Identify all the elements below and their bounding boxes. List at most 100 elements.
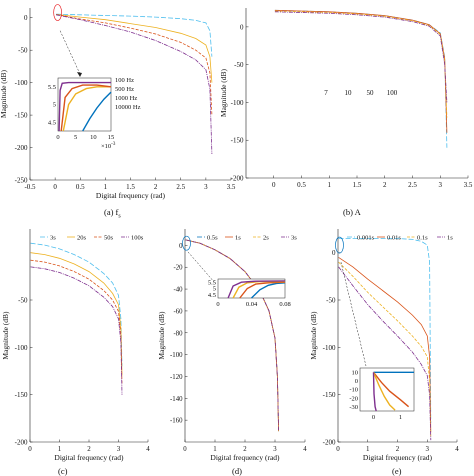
y-tick-label: -200 <box>15 439 28 447</box>
y-tick-label: -60 <box>173 308 183 315</box>
caption-b: (b) A <box>343 207 361 217</box>
x-tick-label: 2.5 <box>408 181 417 189</box>
x-tick-label: 1.5 <box>353 181 362 189</box>
y-tick-label: -150 <box>15 391 28 399</box>
y-tick-label: -160 <box>170 418 183 425</box>
x-tick-label: 2 <box>87 445 91 453</box>
x-tick-label: 0 <box>53 183 57 191</box>
y-tick-label: 0 <box>24 14 28 22</box>
x-tick-label: 0 <box>336 445 340 453</box>
y-tick-label: -140 <box>170 396 183 403</box>
x-tick-label: 3 <box>426 445 430 453</box>
series-line-100 <box>274 11 448 103</box>
x-tick-label: 2 <box>154 183 158 191</box>
y-tick-label: -100 <box>170 352 183 359</box>
x-tick-label: 0.5 <box>297 181 306 189</box>
series-line-0001s <box>338 238 432 424</box>
inset-series-1000Hz <box>60 84 112 132</box>
x-tick-label: -0.5 <box>24 183 36 191</box>
y-tick-label: -200 <box>231 175 244 183</box>
inset-y-tick-label: -20 <box>349 395 358 402</box>
inset-series-1s <box>239 281 286 299</box>
inset-y-tick-label: 5.5 <box>48 84 56 91</box>
inset-series-1s <box>372 372 377 412</box>
series-line-05s <box>185 239 279 432</box>
legend-label-b-2: 50 <box>367 89 375 97</box>
series-line-100Hz <box>56 13 213 57</box>
legend-label-d-1: 1s <box>235 235 241 242</box>
series-line-10000Hz <box>56 14 213 155</box>
x-tick-label: 1 <box>328 181 332 189</box>
series-line-50s <box>30 259 123 386</box>
y-tick-label: -40 <box>173 287 183 294</box>
series-line-20s <box>30 252 123 376</box>
inset-d: 0 0.04 0.08 4.555.5 <box>208 278 291 308</box>
series-line-500Hz <box>56 14 213 83</box>
y-tick-label: -20 <box>173 265 183 272</box>
inset-y-tick-label: 10 <box>352 370 359 377</box>
chart-b: 0 0.5 1 1.5 2 2.5 3 3.5 0 -50 -100 -150 -200 Magnitud… <box>219 8 473 189</box>
series-line-10 <box>274 9 448 133</box>
y-tick-label: 0 <box>179 243 183 250</box>
inset-x-tick-label: 0 <box>372 414 375 421</box>
y-tick-label: -100 <box>15 79 28 87</box>
y-axis-label: Magnitude (dB) <box>309 311 318 360</box>
legend-label-d-0: 0.5s <box>207 235 218 242</box>
inset-series-100Hz <box>82 91 112 132</box>
y-tick-label: -50 <box>18 47 28 55</box>
caption-d: (d) <box>232 466 242 476</box>
legend-label-c-1: 20s <box>77 235 87 242</box>
legend-label-b-3: 100 <box>387 89 398 97</box>
series-line-1s <box>338 266 432 441</box>
inset-x-tick-label: 10 <box>90 134 97 141</box>
series-line-3s <box>185 239 279 432</box>
y-tick-label: -80 <box>173 330 183 337</box>
y-axis-label: Magnitude (dB) <box>1 311 10 360</box>
inset-y-tick-label: 5.5 <box>208 279 216 286</box>
zoom-arrow <box>59 30 81 75</box>
inset-y-tick-label: -10 <box>349 387 358 394</box>
series-line-50 <box>274 10 448 118</box>
zoom-arrow-e <box>340 262 367 367</box>
series-line-100s <box>30 266 123 395</box>
y-tick-label: -200 <box>15 144 28 152</box>
inset-x-tick-label: 5 <box>74 134 77 141</box>
y-tick-label: -150 <box>231 137 244 145</box>
y-tick-label: -50 <box>234 61 244 69</box>
caption-a: (a) fs <box>104 207 121 220</box>
x-tick-label: 3 <box>117 445 121 453</box>
x-tick-label: 0 <box>183 446 187 453</box>
y-axis-label: Magnitude (dB) <box>157 311 166 360</box>
x-tick-label: 1 <box>213 446 216 453</box>
zoom-arrow-d <box>187 251 216 284</box>
y-tick-label: -100 <box>15 344 28 352</box>
legend-label-b-0: 7 <box>324 89 328 97</box>
inset-a: 0 5 10 15 4.5 5 5.5 ×10-3 <box>48 77 116 150</box>
inset-series-3s <box>227 280 286 299</box>
x-axis-label: Digital frequency (rad) <box>96 191 166 200</box>
series-line-3s <box>30 242 123 367</box>
x-tick-label: 3 <box>273 446 277 453</box>
y-tick-label: -100 <box>323 344 336 352</box>
y-tick-label: -200 <box>323 439 336 447</box>
chart-a: -0.5 0 0.5 1 1.5 2 2.5 3 3.5 0 -50 -100 -150 -200 -250… <box>0 4 236 200</box>
x-tick-label: 4 <box>303 446 307 453</box>
series-line-1s <box>185 239 279 432</box>
series-line-2s <box>185 239 279 432</box>
inset-x-tick-label: 1 <box>399 414 402 421</box>
y-tick-label: 0 <box>240 23 244 31</box>
series-line-7 <box>274 9 448 148</box>
legend-label-c-3: 100s <box>131 235 144 242</box>
legend-label-b-1: 10 <box>345 89 353 97</box>
caption-c: (c) <box>58 466 68 476</box>
inset-y-tick-label: -30 <box>349 404 358 411</box>
series-line-01s <box>338 261 432 438</box>
x-tick-label: 3 <box>204 183 208 191</box>
x-tick-label: 4 <box>455 445 459 453</box>
legend-label-c-2: 50s <box>104 235 114 242</box>
x-tick-label: 0.5 <box>76 183 85 191</box>
x-tick-label: 1 <box>58 445 62 453</box>
legend-label-e-3: 1s <box>447 235 453 242</box>
